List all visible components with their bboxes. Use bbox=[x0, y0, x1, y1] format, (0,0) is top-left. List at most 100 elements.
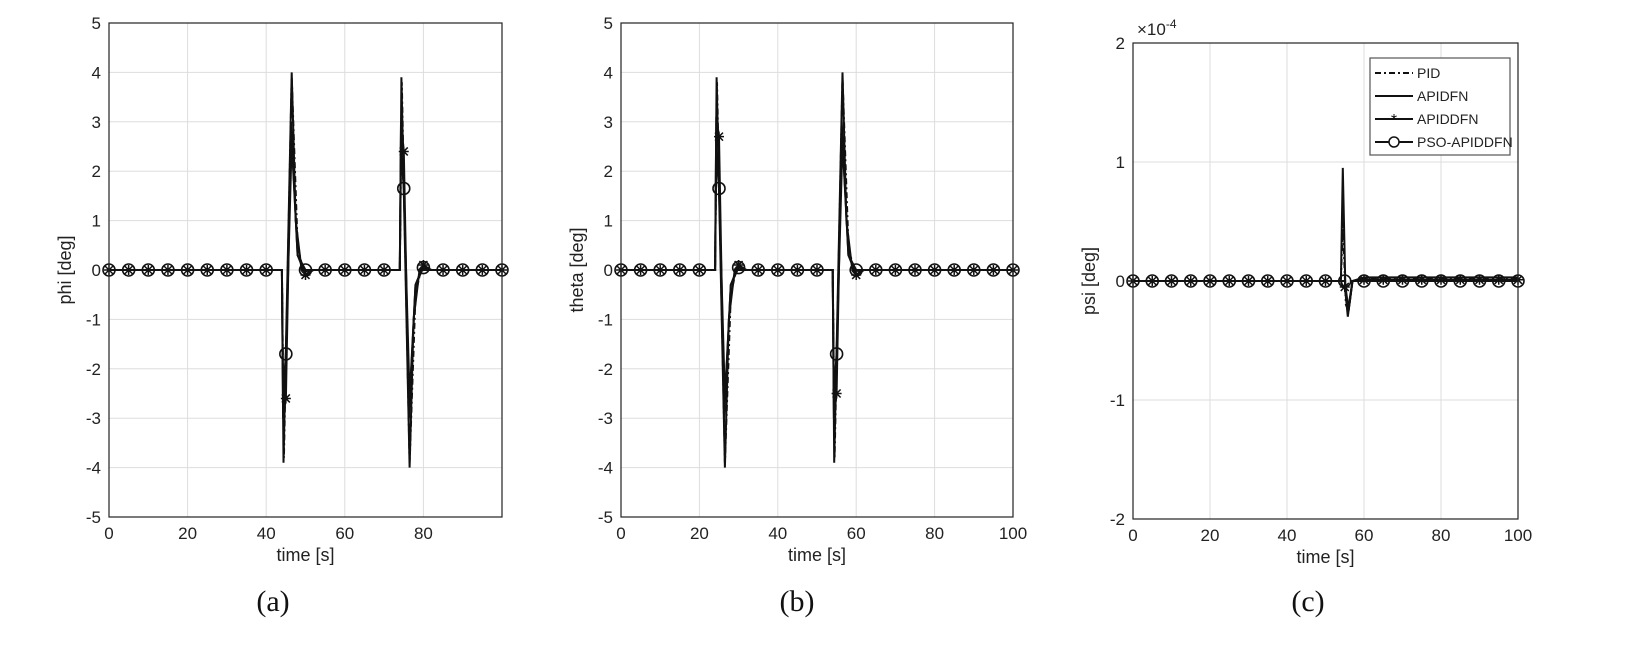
marker-circle bbox=[1395, 274, 1410, 288]
x-axis-label: time [s] bbox=[1296, 547, 1354, 567]
y-tick-label: 3 bbox=[604, 113, 613, 132]
marker-circle bbox=[396, 181, 411, 196]
x-tick-label: 40 bbox=[768, 524, 787, 543]
y-tick-label: -3 bbox=[598, 409, 613, 428]
marker-circle bbox=[1434, 274, 1448, 288]
y-tick-label: -2 bbox=[598, 360, 613, 379]
marker-circle bbox=[1241, 274, 1256, 288]
caption-a: (a) bbox=[256, 585, 290, 618]
y-tick-label: -5 bbox=[86, 508, 101, 527]
marker-star bbox=[831, 388, 842, 399]
x-tick-label: 40 bbox=[1278, 526, 1297, 545]
axis-exponent: ×10-4 bbox=[1137, 17, 1177, 39]
y-axis-label: phi [deg] bbox=[55, 235, 75, 304]
marker-circle bbox=[849, 263, 864, 277]
legend-label: APIDFN bbox=[1417, 88, 1468, 104]
y-tick-label: 0 bbox=[604, 261, 613, 280]
marker-circle bbox=[220, 263, 234, 277]
y-axis-label: psi [deg] bbox=[1079, 247, 1099, 315]
y-tick-label: 0 bbox=[1116, 272, 1125, 291]
x-tick-label: 80 bbox=[414, 524, 433, 543]
marker-circle bbox=[180, 263, 195, 277]
marker-circle bbox=[1145, 274, 1160, 288]
marker-circle bbox=[653, 263, 668, 277]
y-tick-label: -1 bbox=[86, 310, 101, 329]
marker-circle bbox=[1260, 274, 1275, 288]
marker-circle bbox=[986, 263, 1001, 277]
y-tick-label: 0 bbox=[92, 261, 101, 280]
x-tick-label: 100 bbox=[1504, 526, 1532, 545]
marker-circle bbox=[810, 263, 824, 277]
x-axis-label: time [s] bbox=[788, 545, 846, 565]
y-tick-label: -3 bbox=[86, 409, 101, 428]
marker-circle bbox=[908, 263, 922, 277]
marker-circle bbox=[947, 263, 962, 277]
marker-circle bbox=[161, 263, 175, 277]
marker-circle bbox=[1183, 274, 1198, 288]
y-tick-label: 3 bbox=[92, 113, 101, 132]
y-tick-label: 1 bbox=[1116, 153, 1125, 172]
marker-star bbox=[398, 146, 409, 157]
subplot-a: 0 20 40 60 80 -5 -4 -3 -2 -1 0 1 2 3 4 5 time [s] phi [de… bbox=[55, 14, 509, 565]
y-tick-label: 1 bbox=[92, 212, 101, 231]
y-tick-label: 5 bbox=[92, 14, 101, 33]
marker-circle bbox=[416, 260, 431, 275]
x-tick-label: 60 bbox=[847, 524, 866, 543]
legend-label: PSO-APIDDFN bbox=[1417, 134, 1513, 150]
x-tick-label: 60 bbox=[335, 524, 354, 543]
marker-circle bbox=[279, 347, 293, 361]
x-tick-label: 40 bbox=[257, 524, 276, 543]
subplot-c: 0 20 40 60 80 100 -2 -1 0 1 2 time [s] psi [deg] ×10-… bbox=[1079, 17, 1532, 567]
y-tick-label: 2 bbox=[92, 162, 101, 181]
y-tick-label: -4 bbox=[86, 459, 101, 478]
y-tick-label: -2 bbox=[1110, 510, 1125, 529]
legend-marker-star: * bbox=[1391, 112, 1397, 129]
marker-circle bbox=[692, 263, 707, 277]
exponent-power: -4 bbox=[1166, 17, 1177, 31]
marker-circle bbox=[1203, 274, 1217, 288]
series-line-pso-apiddfn bbox=[1133, 280, 1518, 311]
x-tick-label: 0 bbox=[1128, 526, 1137, 545]
marker-circle bbox=[121, 263, 136, 277]
marker-circle bbox=[790, 263, 805, 277]
marker-circle bbox=[1337, 274, 1352, 288]
marker-circle bbox=[1164, 274, 1179, 288]
axes-frame bbox=[1132, 42, 1519, 520]
marker-circle bbox=[455, 263, 470, 277]
y-tick-label: 2 bbox=[604, 162, 613, 181]
marker-circle bbox=[751, 263, 766, 277]
marker-circle bbox=[888, 263, 903, 277]
x-axis-label: time [s] bbox=[276, 545, 334, 565]
marker-star bbox=[714, 131, 724, 142]
y-tick-label: -1 bbox=[1110, 391, 1125, 410]
y-tick-label: -4 bbox=[598, 459, 613, 478]
x-tick-label: 20 bbox=[690, 524, 709, 543]
x-tick-label: 0 bbox=[616, 524, 625, 543]
marker-circle bbox=[731, 260, 746, 275]
marker-circle bbox=[1376, 274, 1391, 288]
axes-frame bbox=[620, 22, 1014, 518]
y-tick-label: 1 bbox=[604, 212, 613, 231]
marker-star bbox=[280, 393, 291, 404]
y-tick-label: 2 bbox=[1116, 34, 1125, 53]
y-tick-label: -5 bbox=[598, 508, 613, 527]
marker-circle bbox=[1491, 274, 1506, 288]
marker-circle bbox=[259, 263, 274, 277]
y-axis-label: theta [deg] bbox=[567, 227, 587, 312]
marker-circle bbox=[200, 263, 215, 277]
marker-circle bbox=[1357, 274, 1371, 288]
marker-circle bbox=[318, 263, 332, 277]
marker-circle bbox=[868, 263, 883, 277]
marker-circle bbox=[1453, 274, 1468, 288]
marker-circle bbox=[966, 263, 981, 277]
marker-circle bbox=[377, 263, 391, 277]
x-tick-label: 20 bbox=[1201, 526, 1220, 545]
x-tick-label: 20 bbox=[178, 524, 197, 543]
legend-label: APIDDFN bbox=[1417, 111, 1478, 127]
legend-label: PID bbox=[1417, 65, 1440, 81]
marker-circle bbox=[829, 347, 844, 361]
y-tick-label: 4 bbox=[604, 63, 613, 82]
marker-circle bbox=[1222, 274, 1237, 288]
